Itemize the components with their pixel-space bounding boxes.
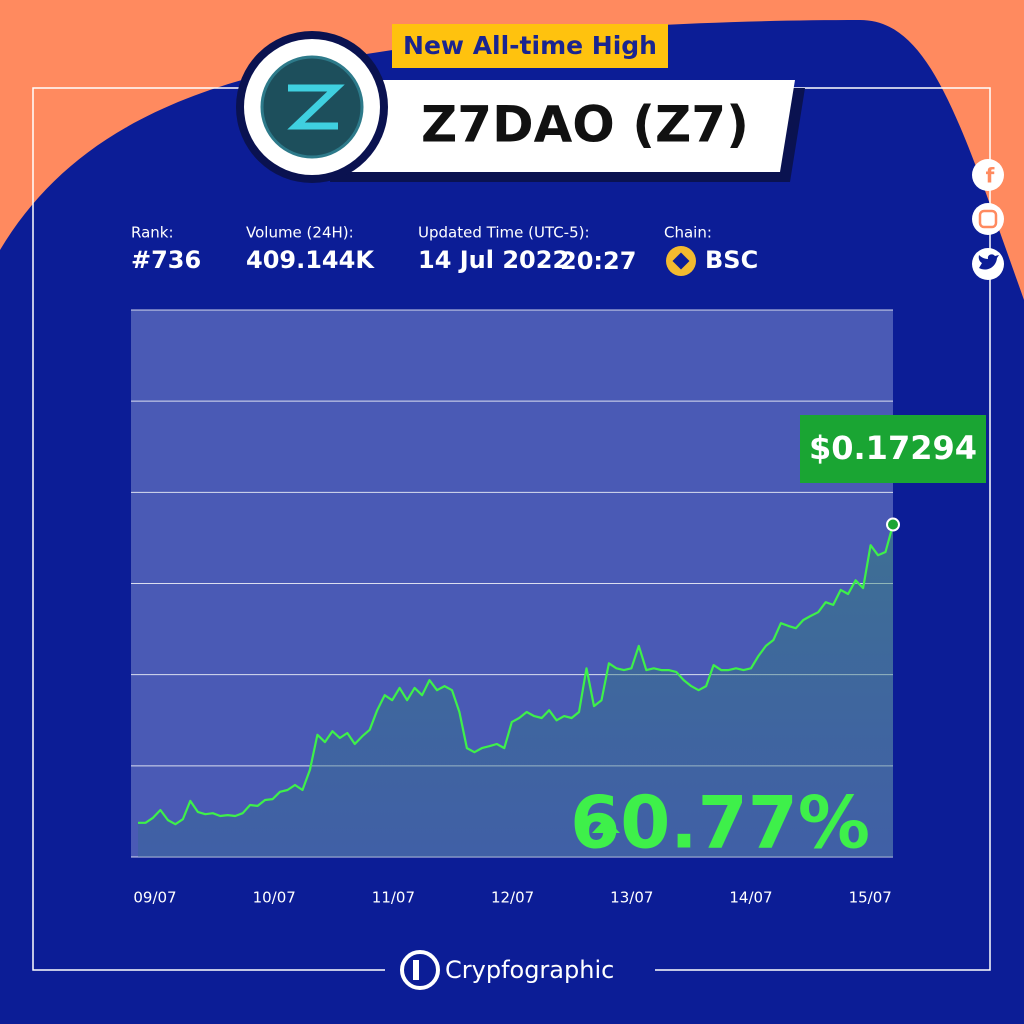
badge-box	[392, 24, 668, 68]
x-tick-label: 10/07	[253, 889, 296, 907]
x-tick-label: 15/07	[849, 889, 892, 907]
stat-label: Chain:	[664, 224, 712, 242]
change-label: 60.77%	[570, 781, 870, 865]
price-label: $0.17294	[809, 429, 977, 467]
facebook-glyph: f	[986, 164, 995, 188]
x-tick-label: 13/07	[610, 889, 653, 907]
chain-glyph	[672, 252, 690, 270]
brand: Crypfographic	[445, 956, 614, 984]
stat-label: Volume (24H):	[246, 224, 354, 242]
instagram-icon[interactable]	[972, 203, 1004, 235]
title-box	[320, 80, 795, 172]
stat-label: Updated Time (UTC-5):	[418, 224, 590, 242]
logo-mark	[287, 84, 345, 130]
price-box	[800, 415, 986, 483]
instagram-glyph	[978, 209, 998, 229]
twitter-glyph	[978, 254, 999, 270]
stat-value: 409.144K	[246, 246, 375, 274]
facebook-icon[interactable]	[972, 159, 1004, 191]
stat-label: Rank:	[131, 224, 174, 242]
brand-logo-bar	[413, 960, 419, 980]
area	[138, 524, 893, 857]
stat-value: #736	[131, 246, 201, 274]
price-line	[138, 524, 895, 826]
title: Z7DAO (Z7)	[421, 96, 749, 154]
badge-text: New All-time High	[403, 31, 657, 60]
stat-time: 20:27	[560, 247, 636, 275]
stat-value: BSC	[705, 246, 758, 274]
chart: 09/07 10/07 11/07 12/07 13/07 14/07 15/07 $0.17…	[131, 309, 986, 907]
x-tick-label: 11/07	[372, 889, 415, 907]
change-arrow	[592, 818, 620, 833]
stat-value: 14 Jul 2022	[418, 246, 569, 274]
last-point	[886, 517, 900, 532]
x-tick-label: 12/07	[491, 889, 534, 907]
x-tick-label: 14/07	[729, 889, 772, 907]
x-tick-label: 09/07	[133, 889, 176, 907]
brand-logo	[400, 950, 440, 990]
